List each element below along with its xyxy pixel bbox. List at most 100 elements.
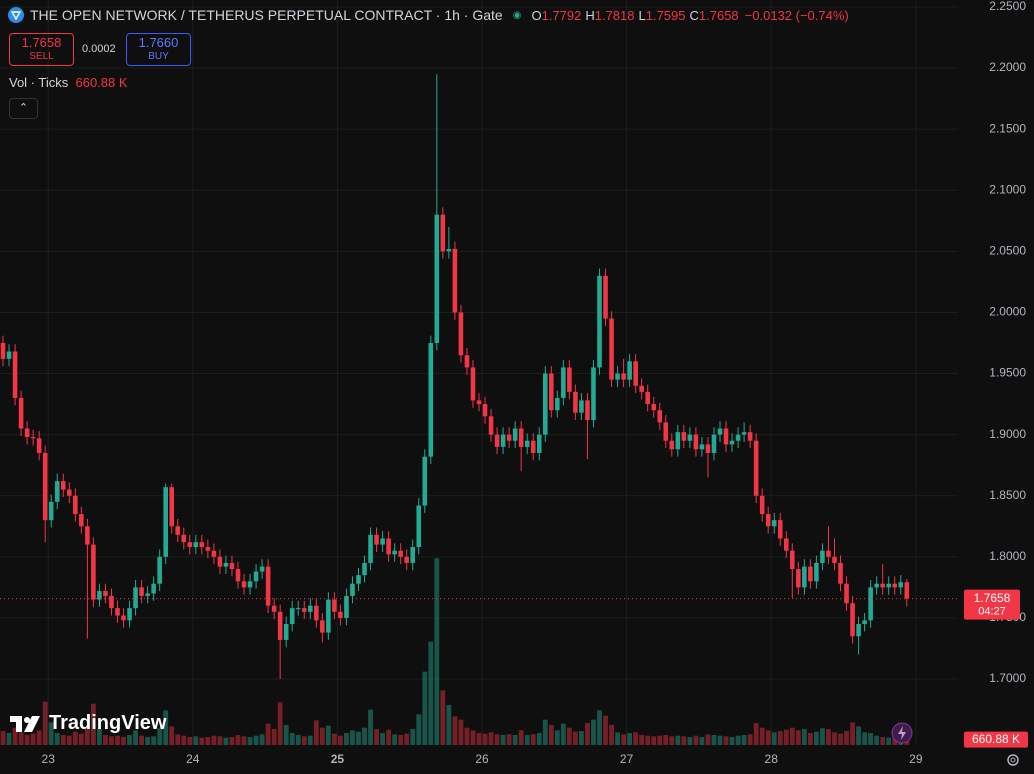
candle-body xyxy=(380,538,385,545)
volume-bar xyxy=(223,737,229,745)
candle-body xyxy=(681,432,687,441)
volume-bar xyxy=(398,735,404,745)
volume-bar xyxy=(103,735,108,745)
volume-bar xyxy=(72,731,78,745)
candle-body xyxy=(356,575,361,584)
candle-body xyxy=(530,440,536,453)
candle-body xyxy=(494,434,500,447)
candle-body xyxy=(747,432,753,441)
sell-button[interactable]: 1.7658 SELL xyxy=(9,33,74,66)
y-tick-label: 2.2000 xyxy=(989,60,1026,74)
y-tick-label: 1.8000 xyxy=(989,549,1026,563)
volume-bar xyxy=(735,735,741,745)
candle-body xyxy=(73,495,78,515)
candle-body xyxy=(6,351,12,359)
volume-bar xyxy=(693,735,699,745)
candle-body xyxy=(133,587,138,609)
volume-bar xyxy=(24,735,30,745)
y-tick-label: 2.1000 xyxy=(989,182,1026,196)
volume-bar xyxy=(12,727,18,745)
candle-body xyxy=(289,608,295,625)
volume-bar xyxy=(777,731,783,745)
candle-body xyxy=(392,550,397,555)
volume-bar xyxy=(868,733,874,745)
volume-bar xyxy=(0,731,6,745)
candle-body xyxy=(802,566,807,588)
settings-icon[interactable] xyxy=(1005,752,1021,768)
flash-icon[interactable] xyxy=(891,722,913,744)
volume-bar xyxy=(717,735,723,745)
ohlc-key: L xyxy=(638,7,646,23)
candle-body xyxy=(12,351,18,398)
candle-body xyxy=(398,550,403,557)
y-tick-label: 2.0000 xyxy=(989,305,1026,319)
ohlc-value: 1.7818 xyxy=(594,7,635,23)
buy-button[interactable]: 1.7660 BUY xyxy=(126,33,191,66)
last-price-label: 1.7658 xyxy=(974,591,1011,605)
symbol[interactable]: THE OPEN NETWORK / TETHERUS PERPETUAL CO… xyxy=(30,7,503,23)
candle-body xyxy=(205,547,211,551)
candle-body xyxy=(675,432,681,450)
candle-body xyxy=(512,428,518,441)
candle-body xyxy=(886,583,892,588)
volume-bar xyxy=(440,690,446,745)
ohlc-key: C xyxy=(689,7,699,23)
candle-body xyxy=(446,248,452,252)
volume-bar xyxy=(319,727,325,745)
candle-body xyxy=(687,434,693,441)
volume-bar xyxy=(765,730,771,745)
candle-body xyxy=(729,440,735,445)
y-tick-label: 1.9000 xyxy=(989,427,1026,441)
volume-bar xyxy=(115,735,120,745)
candle-body xyxy=(735,434,741,441)
candle-body xyxy=(97,591,102,600)
sell-price: 1.7658 xyxy=(21,35,62,50)
candle-body xyxy=(247,581,253,588)
volume-bar xyxy=(307,735,313,745)
volume-bar xyxy=(753,723,759,745)
volume-bar xyxy=(235,735,241,745)
volume-bar xyxy=(838,733,843,745)
volume-bar xyxy=(741,735,747,745)
candle-body xyxy=(139,587,144,596)
candle-body xyxy=(609,318,614,380)
volume-bar xyxy=(789,727,795,745)
candle-body xyxy=(549,373,554,411)
candle-body xyxy=(850,603,855,637)
candle-body xyxy=(91,544,96,600)
volume-bar xyxy=(542,719,548,745)
brand: TradingView xyxy=(49,712,167,734)
volume-bar xyxy=(687,737,693,745)
volume-bar xyxy=(530,734,536,745)
volume-bar xyxy=(410,729,416,745)
candle-body xyxy=(603,275,608,319)
y-tick-label: 2.2500 xyxy=(989,0,1026,13)
candle-body xyxy=(301,608,307,612)
volume-bar xyxy=(265,723,271,745)
candle-body xyxy=(898,582,904,588)
candle-body xyxy=(645,391,650,405)
volume-bar xyxy=(344,733,349,745)
volume-bar xyxy=(560,723,566,745)
volume-bar xyxy=(54,733,60,745)
candle-body xyxy=(808,566,813,582)
y-tick-label: 1.8500 xyxy=(989,488,1026,502)
volume-bar xyxy=(795,730,801,745)
volume-bar xyxy=(554,730,560,745)
candle-body xyxy=(470,367,476,401)
candle-body xyxy=(591,367,596,420)
volume-bar xyxy=(289,733,295,745)
x-tick-label: 26 xyxy=(475,752,489,766)
volume-bar xyxy=(759,727,765,745)
candle-body xyxy=(536,434,542,453)
candle-body xyxy=(48,501,54,521)
candle-body xyxy=(723,428,729,445)
volume-bar xyxy=(850,722,855,745)
candle-body xyxy=(253,571,259,582)
volume-bar xyxy=(856,726,861,745)
candle-body xyxy=(410,547,416,563)
candle-body xyxy=(127,608,132,621)
x-tick-label: 24 xyxy=(186,752,200,766)
collapse-button[interactable]: ⌃ xyxy=(9,98,38,119)
